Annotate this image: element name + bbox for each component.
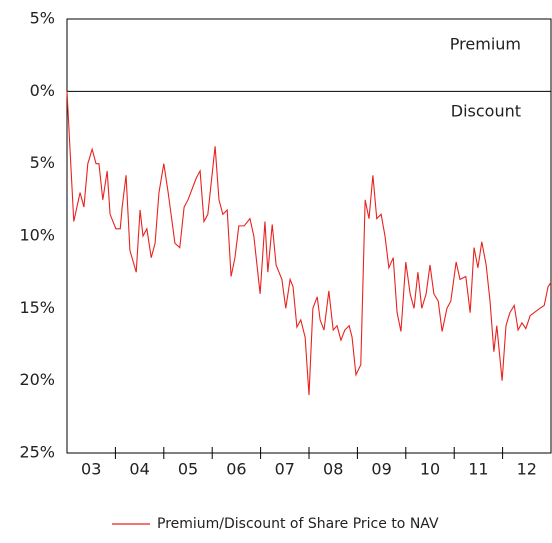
x-tick-label: 07 xyxy=(275,460,295,479)
x-tick-label: 08 xyxy=(323,460,343,479)
x-tick-label: 04 xyxy=(129,460,149,479)
x-tick-label: 09 xyxy=(371,460,391,479)
discount-label: Discount xyxy=(451,102,521,121)
y-tick-label: 5% xyxy=(30,9,55,28)
x-tick-label: 10 xyxy=(420,460,440,479)
y-tick-label: 10% xyxy=(19,226,55,245)
legend-label: Premium/Discount of Share Price to NAV xyxy=(157,516,439,532)
x-tick-label: 12 xyxy=(517,460,537,479)
data-line xyxy=(66,91,552,396)
x-tick-label: 06 xyxy=(226,460,246,479)
x-tick-label: 03 xyxy=(81,460,101,479)
y-tick-label: 25% xyxy=(19,443,55,462)
x-tick-label: 05 xyxy=(178,460,198,479)
y-tick-label: 15% xyxy=(19,298,55,317)
premium-label: Premium xyxy=(450,35,521,54)
y-tick-label: 5% xyxy=(30,153,55,172)
y-tick-label: 20% xyxy=(19,370,55,389)
x-tick-label: 11 xyxy=(468,460,488,479)
y-tick-label: 0% xyxy=(30,81,55,100)
